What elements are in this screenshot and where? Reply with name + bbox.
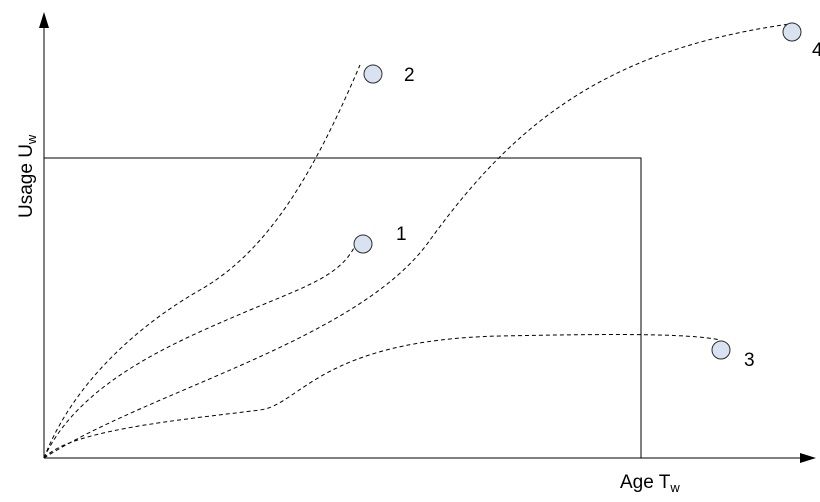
x-axis-label-main: Age T [620,472,671,493]
y-axis-label-main: Usage U [16,144,37,218]
curve-3-label: 3 [744,350,755,371]
curve-3-endpoint [711,340,731,360]
x-axis-arrow-icon [800,453,816,463]
curve-4-endpoint [782,22,802,42]
curve-1-endpoint [353,234,373,254]
curve-3 [43,334,721,459]
y-axis-label: Usage Uw [16,134,39,218]
x-axis-label-sub: w [669,480,680,495]
curve-2-label: 2 [404,65,415,86]
curve-1 [43,245,356,459]
curve-2 [43,64,361,459]
limit-rectangle [44,157,642,458]
curve-1-label: 1 [396,224,407,245]
curve-4-label: 4 [812,40,820,61]
curve-2-endpoint [363,64,383,84]
curve-4 [43,23,791,459]
y-axis-arrow-icon [39,12,49,28]
x-axis-label: Age Tw [620,472,680,495]
y-axis-label-sub: w [24,134,39,145]
